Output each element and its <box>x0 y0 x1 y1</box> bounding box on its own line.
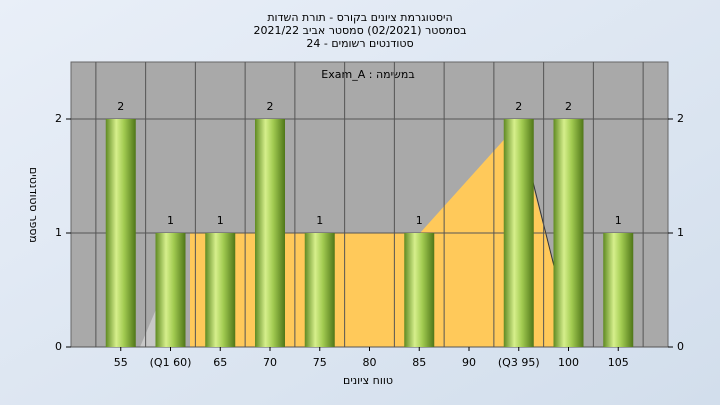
data-label: 1 <box>217 214 224 227</box>
data-label: 2 <box>565 100 572 113</box>
data-label: 1 <box>615 214 622 227</box>
x-tick-label: (Q1 60) <box>150 356 192 369</box>
y2-tick-label: 1 <box>677 226 684 239</box>
y-tick-label: 1 <box>55 226 62 239</box>
x-tick-label: 85 <box>412 356 426 369</box>
y-axis-label: מספר סטודנטים <box>27 167 40 243</box>
data-label: 2 <box>515 100 522 113</box>
data-label: 1 <box>167 214 174 227</box>
decor <box>140 300 160 347</box>
bar <box>603 233 634 347</box>
y-tick-label: 2 <box>55 112 62 125</box>
y2-tick-label: 2 <box>677 112 684 125</box>
bar <box>255 119 285 347</box>
x-tick-label: 105 <box>608 356 629 369</box>
x-tick-label: 75 <box>313 356 327 369</box>
annotation: Exam_A : במשימה <box>321 68 414 81</box>
x-tick-label: 65 <box>213 356 227 369</box>
x-tick-label: (Q3 95) <box>498 356 540 369</box>
bar <box>155 233 186 347</box>
bar <box>503 119 534 347</box>
x-tick-label: 70 <box>263 356 277 369</box>
x-tick-label: 80 <box>363 356 377 369</box>
data-label: 2 <box>267 100 274 113</box>
x-axis-label: טווח ציונים <box>343 374 393 387</box>
x-tick-label: 100 <box>558 356 579 369</box>
data-label: 1 <box>416 214 423 227</box>
bar <box>304 233 335 347</box>
subtitle: בסמסטר (02/2021) סמסטר אביב 2021/22 <box>253 24 466 37</box>
data-label: 1 <box>316 214 323 227</box>
x-tick-label: 55 <box>114 356 128 369</box>
bar <box>105 119 136 347</box>
data-label: 2 <box>117 100 124 113</box>
decor-line <box>529 169 556 271</box>
y2-tick-label: 0 <box>677 340 684 353</box>
bar <box>553 119 584 347</box>
bar <box>404 233 435 347</box>
y-tick-label: 0 <box>55 340 62 353</box>
chart-title: היסטוגרמת ציונים בקורס - תורת השדות <box>267 11 452 24</box>
x-tick-label: 90 <box>462 356 476 369</box>
subtitle: סטודנטים רשומים - 24 <box>306 37 413 50</box>
bar <box>205 233 236 347</box>
